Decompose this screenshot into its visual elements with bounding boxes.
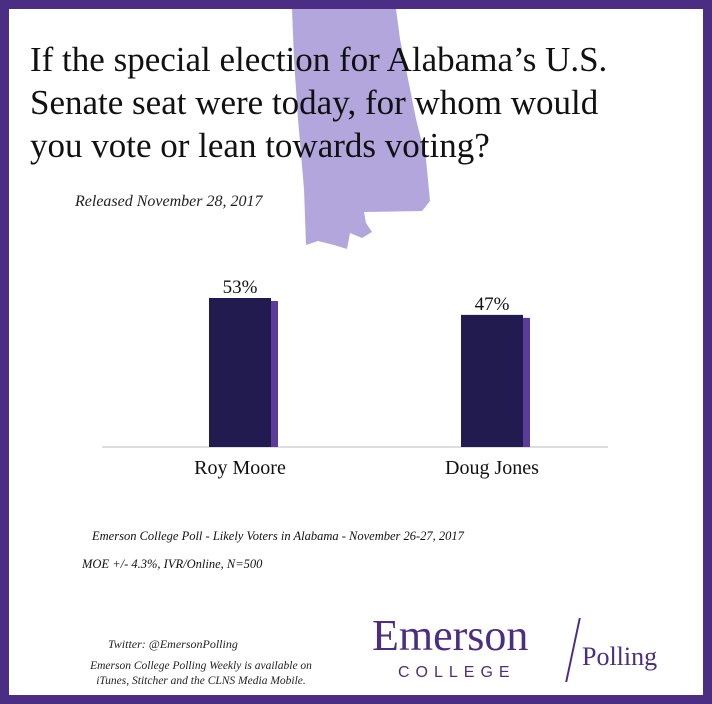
polling-logo-text: Polling <box>582 642 658 671</box>
data-label: 47% <box>475 294 510 315</box>
category-label: Doug Jones <box>445 457 539 479</box>
bar-doug-jones <box>461 314 523 447</box>
title-line-3: you vote or lean towards voting? <box>30 126 490 165</box>
emerson-logo-wordmark: Emerson <box>372 611 529 660</box>
bar-shadow <box>270 301 278 447</box>
chart-title: If the special election for Alabama’s U.… <box>30 38 690 167</box>
poll-source-note: Emerson College Poll - Likely Voters in … <box>92 529 464 543</box>
twitter-handle: Twitter: @EmersonPolling <box>108 637 238 651</box>
release-date: Released November 28, 2017 <box>75 193 263 210</box>
podcast-note-line-1: Emerson College Polling Weekly is availa… <box>90 660 312 672</box>
podcast-availability-note: Emerson College Polling Weekly is availa… <box>42 659 360 689</box>
category-label: Roy Moore <box>194 457 286 479</box>
data-label: 53% <box>223 277 258 298</box>
bar-chart: 53% Roy Moore 47% Doug Jones <box>102 277 608 479</box>
alabama-state-icon <box>292 9 430 249</box>
bar-shadow <box>522 317 530 447</box>
college-logo-text: COLLEGE <box>398 664 516 681</box>
podcast-note-line-2: iTunes, Stitcher and the CLNS Media Mobi… <box>96 675 306 687</box>
title-line-2: Senate seat were today, for whom would <box>30 83 599 122</box>
margin-of-error-note: MOE +/- 4.3%, IVR/Online, N=500 <box>82 557 263 571</box>
title-line-1: If the special election for Alabama’s U.… <box>30 40 608 79</box>
bar-roy-moore <box>209 298 271 447</box>
